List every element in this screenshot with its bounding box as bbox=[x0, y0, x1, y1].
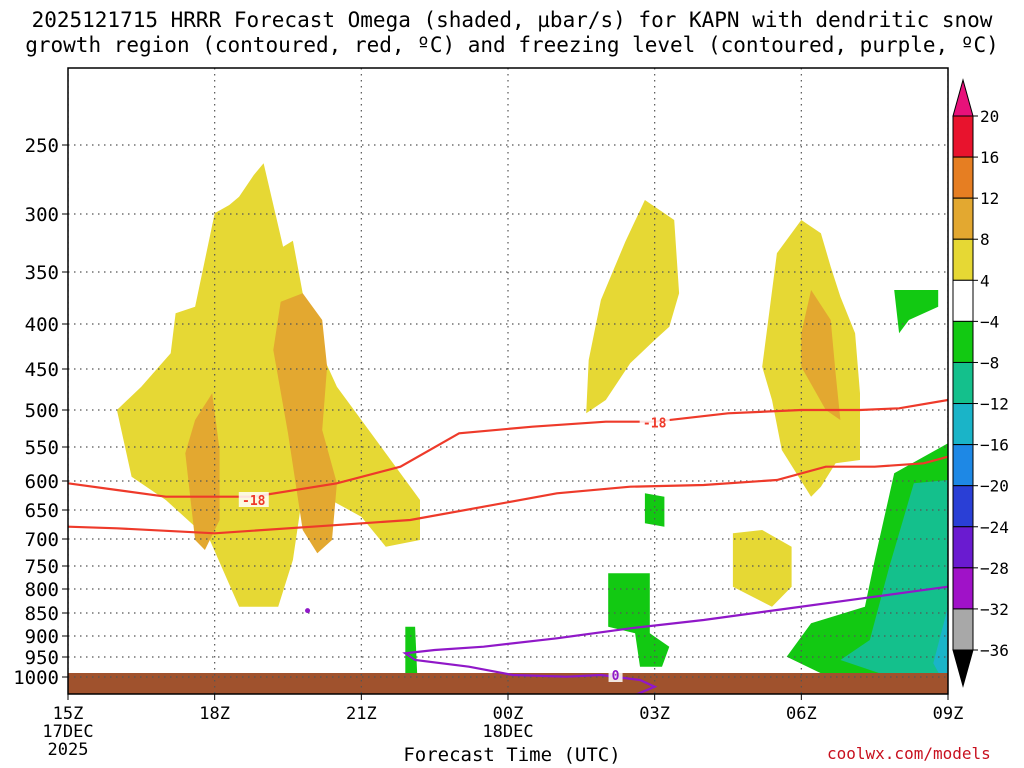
colorbar-tick-label: 20 bbox=[980, 107, 999, 126]
colorbar-bin bbox=[952, 238, 974, 281]
chart-title: 2025121715 HRRR Forecast Omega (shaded, … bbox=[0, 8, 1024, 58]
x-tick-date-label: 17DEC bbox=[42, 722, 93, 742]
colorbar-bin bbox=[952, 444, 974, 487]
freezing-level-contour bbox=[402, 585, 948, 694]
omega-region-sinking-strong bbox=[933, 483, 948, 690]
colorbar-tick-label: 16 bbox=[980, 148, 999, 167]
x-axis-label: Forecast Time (UTC) bbox=[403, 744, 621, 766]
x-tick-date-label: 18DEC bbox=[482, 722, 533, 742]
omega-region-rising-weak bbox=[116, 163, 421, 607]
colorbar-tick-label: −12 bbox=[980, 395, 1009, 414]
x-tick-label: 21Z bbox=[346, 704, 377, 724]
colorbar-bin bbox=[952, 526, 974, 569]
y-tick-label: 800 bbox=[25, 579, 59, 601]
colorbar: 20 16 12 8 4 −4 −8 −12 −16 −20 −24 −28 −32 −36 bbox=[952, 78, 1009, 688]
credit-link[interactable]: coolwx.com/models bbox=[827, 744, 991, 763]
y-tick-label: 350 bbox=[25, 262, 59, 284]
y-tick-label: 750 bbox=[25, 556, 59, 578]
colorbar-tick-label: −8 bbox=[980, 353, 999, 372]
colorbar-bin bbox=[952, 361, 974, 405]
dendritic-contour-label-bg bbox=[238, 492, 269, 507]
freezing-level-contour-label: 0 bbox=[612, 669, 620, 684]
omega-region-sinking-weak bbox=[608, 573, 670, 667]
colorbar-over-arrow bbox=[952, 78, 974, 117]
x-tick-date-label: 2025 bbox=[48, 740, 89, 760]
colorbar-tick-label: −20 bbox=[980, 477, 1009, 496]
y-tick-label: 250 bbox=[25, 135, 59, 157]
colorbar-bin bbox=[952, 608, 974, 651]
y-tick-label: 600 bbox=[25, 471, 59, 493]
freezing-level-dot bbox=[305, 608, 311, 614]
x-tick-label: 09Z bbox=[933, 704, 964, 724]
dendritic-contour bbox=[68, 455, 948, 535]
colorbar-bin bbox=[952, 567, 974, 610]
colorbar-under-arrow bbox=[952, 649, 974, 688]
y-tick-label: 500 bbox=[25, 400, 59, 422]
freezing-level-contour-label-bg bbox=[301, 702, 315, 717]
freezing-level-contour-label-bg bbox=[608, 667, 623, 682]
x-tick-label: 15Z bbox=[53, 704, 84, 724]
colorbar-tick-label: 12 bbox=[980, 189, 999, 208]
x-tick-label: 03Z bbox=[639, 704, 670, 724]
y-tick-label: 700 bbox=[25, 529, 59, 551]
omega-region-rising-weak bbox=[732, 530, 792, 607]
colorbar-tick-label: 8 bbox=[980, 230, 990, 249]
y-tick-label: 900 bbox=[25, 626, 59, 648]
omega-region-rising-moderate bbox=[801, 290, 841, 420]
colorbar-tick-label: −24 bbox=[980, 518, 1009, 537]
colorbar-tick-label: −36 bbox=[980, 641, 1009, 660]
colorbar-tick-label: −28 bbox=[980, 559, 1009, 578]
dendritic-contour-label: -18 bbox=[643, 417, 667, 432]
omega-region-rising-weak bbox=[586, 200, 680, 414]
colorbar-bin bbox=[952, 115, 974, 158]
chart-title-line-1: 2025121715 HRRR Forecast Omega (shaded, … bbox=[31, 8, 993, 32]
colorbar-bin bbox=[952, 279, 974, 322]
y-tick-label: 850 bbox=[25, 603, 59, 625]
omega-region-rising-moderate bbox=[185, 393, 220, 550]
colorbar-tick-label: 4 bbox=[980, 271, 990, 290]
dendritic-contour-label: -18 bbox=[242, 494, 266, 509]
y-tick-label: 650 bbox=[25, 500, 59, 522]
colorbar-tick-label: −16 bbox=[980, 436, 1009, 455]
x-tick-label: 00Z bbox=[493, 704, 524, 724]
colorbar-bin bbox=[952, 403, 974, 446]
chart-title-line-2: growth region (contoured, red, ºC) and f… bbox=[25, 33, 999, 57]
x-tick-label: 06Z bbox=[786, 704, 817, 724]
y-tick-label: 400 bbox=[25, 314, 59, 336]
terrain-fill bbox=[68, 673, 948, 694]
omega-region-sinking-weak bbox=[894, 290, 939, 334]
colorbar-bin bbox=[952, 156, 974, 199]
dendritic-contour-label-bg bbox=[639, 414, 670, 430]
colorbar-tick-label: −32 bbox=[980, 600, 1009, 619]
omega-region-sinking-weak bbox=[644, 493, 665, 527]
y-tick-label: 300 bbox=[25, 204, 59, 226]
y-tick-label: 550 bbox=[25, 437, 59, 459]
y-tick-label: 450 bbox=[25, 359, 59, 381]
y-tick-label: 1000 bbox=[13, 667, 59, 689]
colorbar-bin bbox=[952, 485, 974, 528]
freezing-level-contour bbox=[586, 712, 762, 714]
freezing-level-contour-label: 0 bbox=[304, 704, 312, 719]
colorbar-bin bbox=[952, 320, 974, 363]
colorbar-bin bbox=[952, 197, 974, 240]
omega-region-rising-moderate bbox=[273, 293, 337, 554]
omega-region-sinking-moderate bbox=[840, 400, 948, 694]
colorbar-tick-label: −4 bbox=[980, 312, 999, 331]
plot-area: -18 -18 0 0 bbox=[68, 68, 948, 719]
dendritic-contour bbox=[68, 398, 948, 498]
x-tick-label: 18Z bbox=[199, 704, 230, 724]
y-tick-label: 950 bbox=[25, 647, 59, 669]
